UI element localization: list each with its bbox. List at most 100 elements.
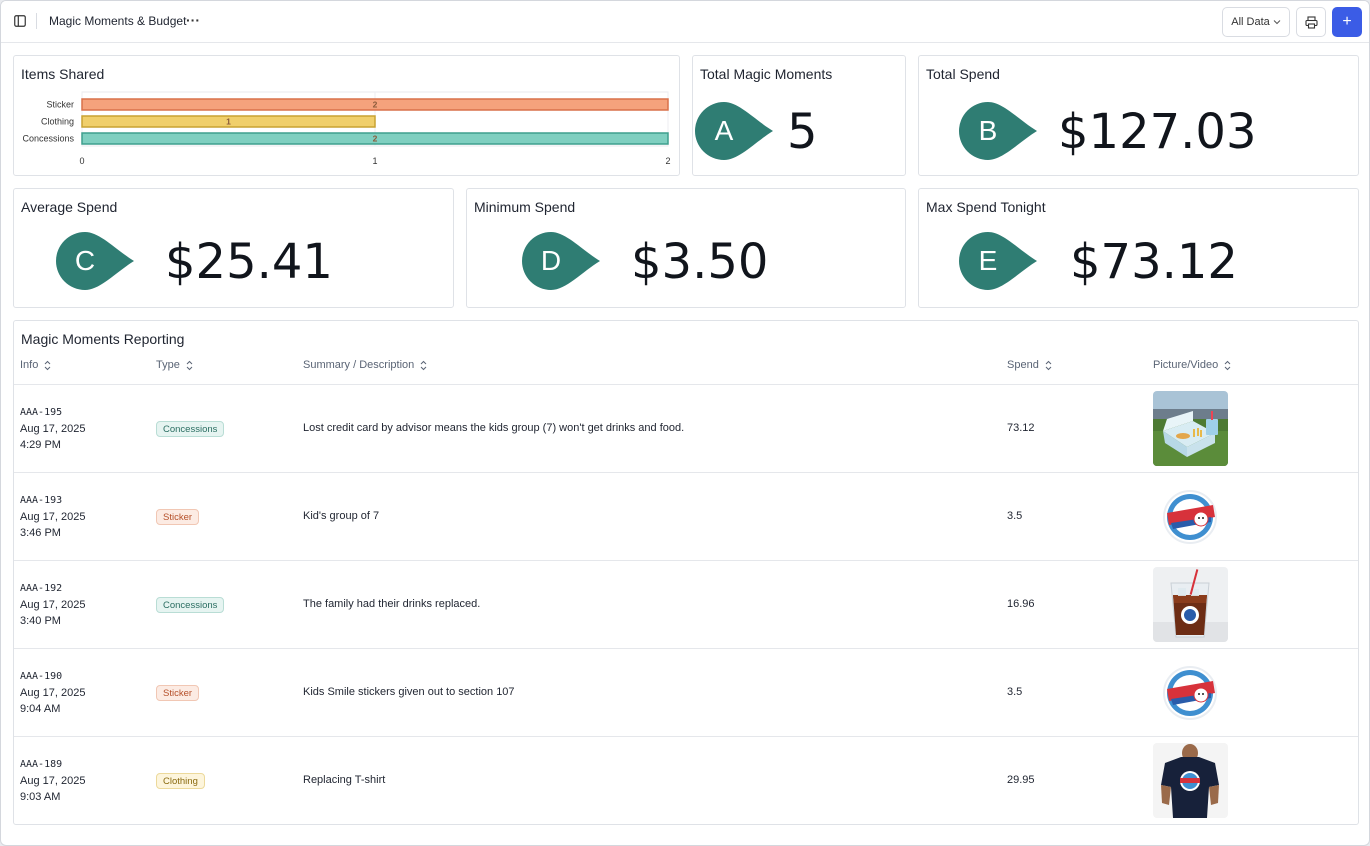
food-box-image[interactable] <box>1153 391 1228 466</box>
reporting-title: Magic Moments Reporting <box>21 331 185 347</box>
column-header-type[interactable]: Type <box>156 359 193 371</box>
type-badge: Concessions <box>156 597 225 613</box>
chevron-down-icon <box>1273 20 1281 25</box>
top-bar: Magic Moments & Budget ··· All Data + <box>1 1 1369 43</box>
items-shared-card: Items Shared 0 1 2 Sticker 2 Clothing 1 Concess… <box>13 55 680 176</box>
column-header-info[interactable]: Info <box>20 359 51 371</box>
total-moments-value: 5 <box>787 104 818 160</box>
average-spend-title: Average Spend <box>21 199 118 215</box>
table-header: Info Type Summary / Description Spend Pi… <box>14 357 1358 385</box>
moment-time: 3:40 PM <box>20 615 61 627</box>
info-cell: AAA-193 Aug 17, 2025 3:46 PM <box>20 493 85 541</box>
column-label: Picture/Video <box>1153 359 1219 371</box>
badge-b-icon: B <box>959 102 1039 160</box>
type-badge: Clothing <box>156 773 205 789</box>
filter-label: All Data <box>1231 16 1270 28</box>
badge-a-icon: A <box>695 102 775 160</box>
moment-id: AAA-192 <box>20 583 63 594</box>
column-header-summary[interactable]: Summary / Description <box>303 359 427 371</box>
tshirt-image[interactable] <box>1153 743 1228 818</box>
data-filter-dropdown[interactable]: All Data <box>1222 7 1290 37</box>
bar-data-label: 1 <box>226 117 231 127</box>
moment-date: Aug 17, 2025 <box>20 599 86 611</box>
bar <box>81 132 669 145</box>
table-row[interactable]: AAA-190 Aug 17, 2025 9:04 AM Sticker Kid… <box>14 649 1358 737</box>
info-cell: AAA-195 Aug 17, 2025 4:29 PM <box>20 405 85 453</box>
badge-letter: D <box>540 245 562 276</box>
baseball-star-sticker-image[interactable] <box>1153 479 1228 554</box>
print-button[interactable] <box>1296 7 1326 37</box>
info-cell: AAA-189 Aug 17, 2025 9:03 AM <box>20 757 85 805</box>
sidebar-toggle-icon[interactable] <box>11 12 29 30</box>
drink-cup-image[interactable] <box>1153 567 1228 642</box>
y-category-label: Clothing <box>41 117 74 127</box>
x-tick-label: 2 <box>665 156 670 166</box>
sort-icon <box>186 360 193 370</box>
y-category-label: Concessions <box>22 134 74 144</box>
spend-cell: 29.95 <box>1007 774 1035 786</box>
description-cell: Kid's group of 7 <box>303 510 380 522</box>
printer-icon <box>1304 15 1318 29</box>
spend-cell: 16.96 <box>1007 598 1035 610</box>
y-category-label: Sticker <box>46 100 74 110</box>
column-header-picture[interactable]: Picture/Video <box>1153 359 1231 371</box>
sort-icon <box>1045 360 1052 370</box>
max-spend-card: Max Spend Tonight E $73.12 <box>918 188 1359 308</box>
moment-id: AAA-189 <box>20 759 63 770</box>
table-row[interactable]: AAA-192 Aug 17, 2025 3:40 PM Concessions… <box>14 561 1358 649</box>
max-spend-value: $73.12 <box>1070 234 1238 290</box>
spend-cell: 3.5 <box>1007 686 1023 698</box>
column-label: Type <box>156 359 180 371</box>
type-badge: Sticker <box>156 509 200 525</box>
moment-id: AAA-190 <box>20 671 63 682</box>
bar-data-label: 2 <box>373 100 378 110</box>
bar <box>81 115 376 128</box>
divider <box>36 13 37 29</box>
table-row[interactable]: AAA-193 Aug 17, 2025 3:46 PM Sticker Kid… <box>14 473 1358 561</box>
items-shared-title: Items Shared <box>21 66 105 82</box>
total-spend-title: Total Spend <box>926 66 1000 82</box>
badge-c-icon: C <box>56 232 136 290</box>
moment-date: Aug 17, 2025 <box>20 775 86 787</box>
description-cell: Replacing T-shirt <box>303 774 386 786</box>
spend-cell: 3.5 <box>1007 510 1023 522</box>
average-spend-card: Average Spend C $25.41 <box>13 188 454 308</box>
add-button[interactable]: + <box>1332 7 1362 37</box>
baseball-star-sticker-image[interactable] <box>1153 655 1228 730</box>
items-shared-chart: 0 1 2 Sticker 2 Clothing 1 Concessions 2 <box>22 91 671 166</box>
column-label: Summary / Description <box>303 359 415 371</box>
badge-letter: A <box>714 115 734 146</box>
more-options-icon[interactable]: ··· <box>186 12 200 28</box>
sort-icon <box>45 360 51 370</box>
column-label: Info <box>20 359 39 371</box>
minimum-spend-card: Minimum Spend D $3.50 <box>466 188 906 308</box>
description-cell: Lost credit card by advisor means the ki… <box>303 422 685 434</box>
description-cell: Kids Smile stickers given out to section… <box>303 686 515 698</box>
sort-icon <box>1224 360 1231 370</box>
column-header-spend[interactable]: Spend <box>1007 359 1052 371</box>
type-badge: Concessions <box>156 421 225 437</box>
badge-letter: B <box>978 115 998 146</box>
moment-time: 4:29 PM <box>20 439 61 451</box>
bar-data-label: 2 <box>373 134 378 144</box>
info-cell: AAA-192 Aug 17, 2025 3:40 PM <box>20 581 85 629</box>
moment-date: Aug 17, 2025 <box>20 687 86 699</box>
info-cell: AAA-190 Aug 17, 2025 9:04 AM <box>20 669 85 717</box>
x-tick-label: 0 <box>79 156 84 166</box>
moment-time: 3:46 PM <box>20 527 61 539</box>
max-spend-title: Max Spend Tonight <box>926 199 1046 215</box>
table-row[interactable]: AAA-195 Aug 17, 2025 4:29 PM Concessions… <box>14 385 1358 473</box>
moment-time: 9:03 AM <box>20 791 61 803</box>
moment-time: 9:04 AM <box>20 703 61 715</box>
moment-id: AAA-195 <box>20 407 63 418</box>
column-label: Spend <box>1007 359 1039 371</box>
spend-cell: 73.12 <box>1007 422 1035 434</box>
description-cell: The family had their drinks replaced. <box>303 598 481 610</box>
moment-date: Aug 17, 2025 <box>20 511 86 523</box>
badge-letter: E <box>978 245 998 276</box>
type-badge: Sticker <box>156 685 200 701</box>
table-row[interactable]: AAA-189 Aug 17, 2025 9:03 AM Clothing Re… <box>14 737 1358 825</box>
minimum-spend-value: $3.50 <box>631 234 769 290</box>
badge-d-icon: D <box>522 232 602 290</box>
